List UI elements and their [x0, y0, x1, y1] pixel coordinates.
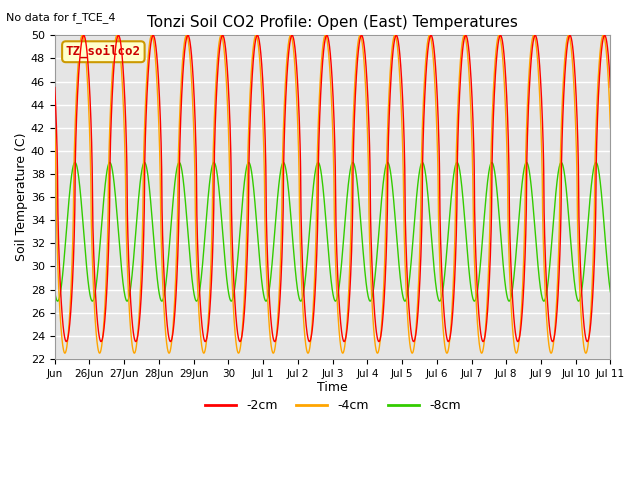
X-axis label: Time: Time — [317, 382, 348, 395]
Text: TZ_soilco2: TZ_soilco2 — [66, 45, 141, 59]
Legend: -2cm, -4cm, -8cm: -2cm, -4cm, -8cm — [200, 395, 465, 418]
Text: No data for f_TCE_4: No data for f_TCE_4 — [6, 12, 116, 23]
Y-axis label: Soil Temperature (C): Soil Temperature (C) — [15, 133, 28, 262]
Title: Tonzi Soil CO2 Profile: Open (East) Temperatures: Tonzi Soil CO2 Profile: Open (East) Temp… — [147, 15, 518, 30]
